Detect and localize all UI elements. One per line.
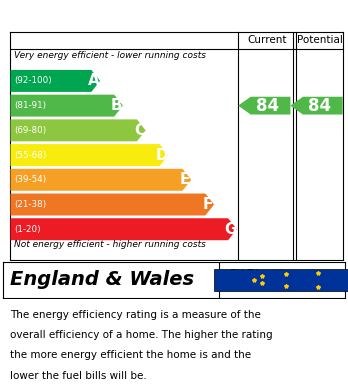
Text: (39-54): (39-54)	[15, 175, 47, 184]
Text: (81-91): (81-91)	[15, 101, 47, 110]
Polygon shape	[10, 194, 214, 215]
Text: 2002/91/EC: 2002/91/EC	[230, 282, 290, 292]
Text: The energy efficiency rating is a measure of the: The energy efficiency rating is a measur…	[10, 310, 261, 320]
Text: Current: Current	[248, 35, 287, 45]
Text: C: C	[134, 123, 145, 138]
Text: F: F	[203, 197, 213, 212]
Text: 84: 84	[256, 97, 279, 115]
Bar	[214, 269, 348, 291]
Text: (92-100): (92-100)	[15, 76, 52, 85]
Text: B: B	[111, 98, 122, 113]
Polygon shape	[10, 119, 146, 141]
Text: (69-80): (69-80)	[15, 126, 47, 135]
Text: G: G	[224, 222, 237, 237]
Text: A: A	[88, 74, 100, 88]
Polygon shape	[10, 218, 237, 240]
Text: (55-68): (55-68)	[15, 151, 47, 160]
Text: Energy Efficiency Rating: Energy Efficiency Rating	[10, 7, 239, 25]
Polygon shape	[290, 97, 343, 115]
Text: D: D	[156, 147, 169, 163]
Polygon shape	[10, 95, 123, 117]
Text: (21-38): (21-38)	[15, 200, 47, 209]
Text: E: E	[180, 172, 190, 187]
Text: EU Directive: EU Directive	[230, 269, 294, 279]
Polygon shape	[10, 169, 191, 191]
Text: the more energy efficient the home is and the: the more energy efficient the home is an…	[10, 350, 252, 361]
Text: Very energy efficient - lower running costs: Very energy efficient - lower running co…	[14, 51, 206, 60]
Text: England & Wales: England & Wales	[10, 271, 195, 289]
Polygon shape	[10, 70, 100, 92]
Text: (1-20): (1-20)	[15, 225, 41, 234]
Text: 84: 84	[308, 97, 331, 115]
Text: Not energy efficient - higher running costs: Not energy efficient - higher running co…	[14, 240, 206, 249]
Text: lower the fuel bills will be.: lower the fuel bills will be.	[10, 371, 147, 381]
Text: overall efficiency of a home. The higher the rating: overall efficiency of a home. The higher…	[10, 330, 273, 340]
Polygon shape	[238, 97, 291, 115]
Text: Potential: Potential	[297, 35, 342, 45]
Polygon shape	[10, 144, 168, 166]
